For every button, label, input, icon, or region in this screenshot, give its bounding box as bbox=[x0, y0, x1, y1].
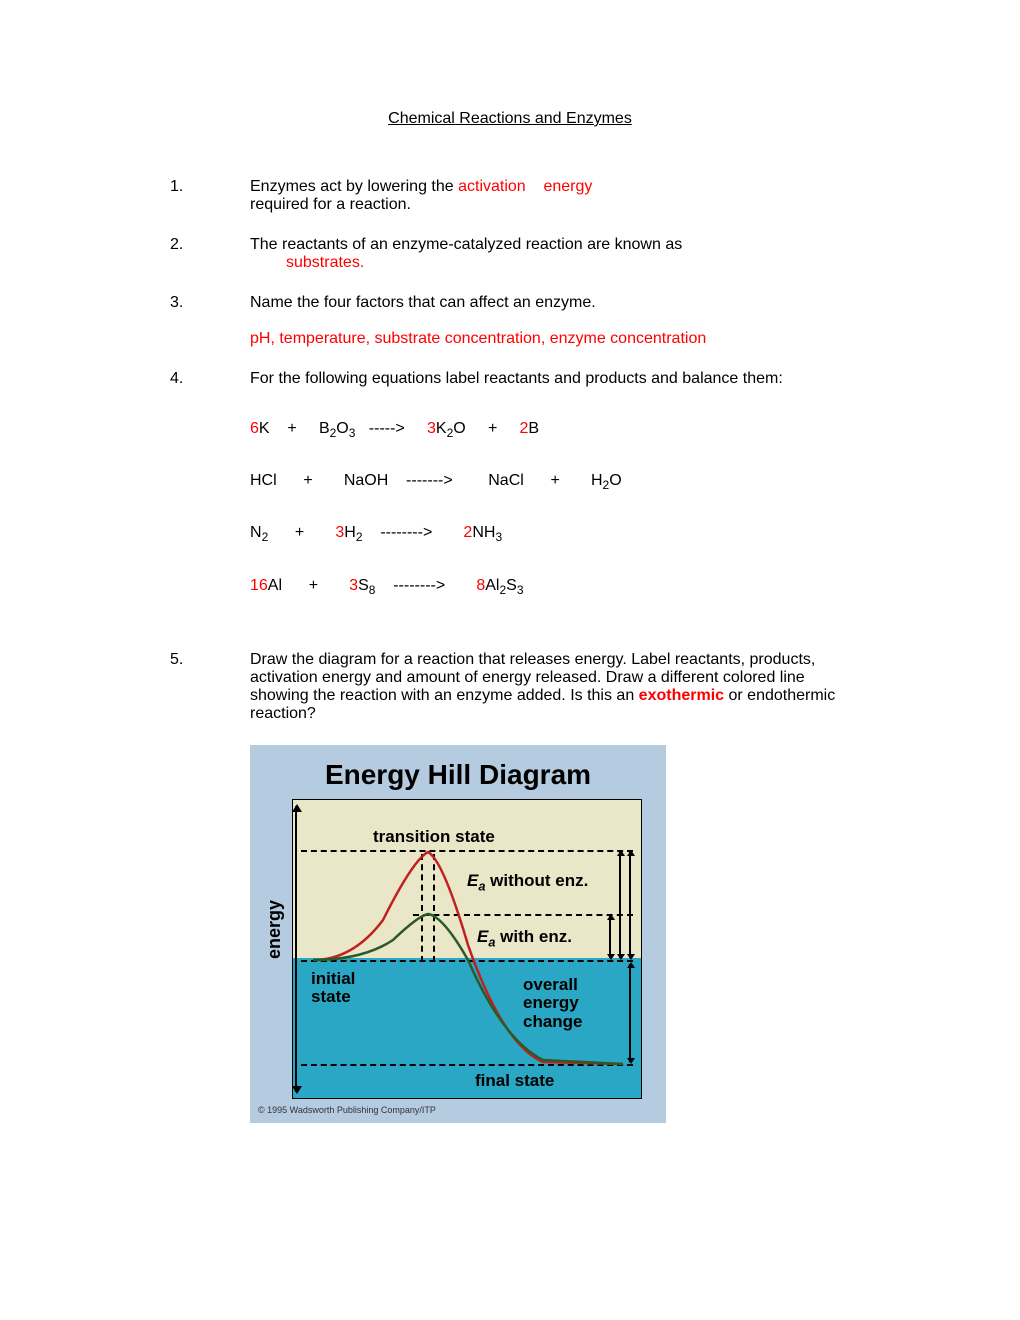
q3-number: 3. bbox=[170, 294, 250, 348]
eq4-t2: S bbox=[358, 577, 369, 594]
q2-answer: substrates. bbox=[250, 254, 364, 272]
eq3-t1s: 2 bbox=[262, 531, 269, 545]
q3-text: Name the four factors that can affect an… bbox=[250, 294, 596, 311]
equation-3: N2 + 3H2 --------> 2NH3 bbox=[250, 524, 850, 544]
arrow-ea-with bbox=[609, 916, 611, 958]
initial-2: state bbox=[311, 987, 351, 1006]
equation-2: HCl + NaOH -------> NaCl + H2O bbox=[250, 472, 850, 492]
question-5: 5. Draw the diagram for a reaction that … bbox=[170, 651, 850, 723]
eq1-t5: O bbox=[453, 420, 465, 437]
equation-1: 6K + B2O3 -----> 3K2O + 2B bbox=[250, 420, 850, 440]
question-2: 2. The reactants of an enzyme-catalyzed … bbox=[170, 236, 850, 272]
eq3-t3s: 3 bbox=[495, 531, 502, 545]
eq4-t3: Al bbox=[485, 577, 499, 594]
eq1-t3: O bbox=[336, 420, 348, 437]
diagram-ylabel: energy bbox=[264, 900, 285, 959]
eq2-t5: O bbox=[609, 472, 621, 489]
overall-1: overall bbox=[523, 975, 578, 994]
eq3-coef1: 3 bbox=[335, 524, 344, 541]
eq2-t4: H bbox=[591, 472, 603, 489]
document-page: Chemical Reactions and Enzymes 1. Enzyme… bbox=[0, 0, 1020, 1163]
arrow-overall bbox=[629, 964, 631, 1062]
eq4-coef2: 3 bbox=[349, 577, 358, 594]
ea-with-post: with enz. bbox=[495, 927, 572, 946]
arrow-ea-without bbox=[619, 852, 621, 958]
eq3-t2s: 2 bbox=[356, 531, 363, 545]
equation-4: 16Al + 3S8 --------> 8Al2S3 bbox=[250, 577, 850, 597]
eq2-arrow: -------> bbox=[406, 472, 453, 489]
q1-answer-2: energy bbox=[543, 178, 592, 195]
q2-body: The reactants of an enzyme-catalyzed rea… bbox=[250, 236, 850, 272]
q5-answer: exothermic bbox=[639, 687, 724, 704]
overall-2: energy bbox=[523, 993, 579, 1012]
eq2-t3: NaCl bbox=[488, 472, 524, 489]
diagram-copyright: © 1995 Wadsworth Publishing Company/ITP bbox=[258, 1105, 658, 1115]
eq4-t1: Al bbox=[268, 577, 282, 594]
q5-number: 5. bbox=[170, 651, 250, 723]
eq2-t2: NaOH bbox=[344, 472, 388, 489]
q1-pre: Enzymes act by lowering the bbox=[250, 178, 458, 195]
ea-without-pre: E bbox=[467, 871, 478, 890]
eq1-coef1: 6 bbox=[250, 420, 259, 437]
page-title: Chemical Reactions and Enzymes bbox=[170, 110, 850, 128]
eq4-t4s: 3 bbox=[517, 583, 524, 597]
q4-text: For the following equations label reacta… bbox=[250, 370, 783, 387]
label-ea-with: Ea with enz. bbox=[477, 928, 572, 949]
eq2-t1: HCl bbox=[250, 472, 277, 489]
q3-body: Name the four factors that can affect an… bbox=[250, 294, 850, 348]
eq4-coef1: 16 bbox=[250, 577, 268, 594]
diagram-ylabel-wrap: energy bbox=[258, 799, 292, 1099]
eq3-coef2: 2 bbox=[463, 524, 472, 541]
question-1: 1. Enzymes act by lowering the activatio… bbox=[170, 178, 850, 214]
eq4-arrow: --------> bbox=[393, 577, 445, 594]
diagram-plot: transition state Ea without enz. Ea with… bbox=[292, 799, 642, 1099]
eq1-t4: K bbox=[436, 420, 447, 437]
q1-answer-1: activation bbox=[458, 178, 526, 195]
label-final: final state bbox=[475, 1072, 554, 1091]
ea-with-pre: E bbox=[477, 927, 488, 946]
q4-number: 4. bbox=[170, 370, 250, 629]
eq1-arrow: -----> bbox=[369, 420, 405, 437]
q5-body: Draw the diagram for a reaction that rel… bbox=[250, 651, 850, 723]
eq4-t2s: 8 bbox=[369, 583, 376, 597]
eq4-t4: S bbox=[506, 577, 517, 594]
label-transition: transition state bbox=[373, 828, 495, 847]
question-4: 4. For the following equations label rea… bbox=[170, 370, 850, 629]
q1-post: required for a reaction. bbox=[250, 196, 411, 213]
initial-1: initial bbox=[311, 969, 355, 988]
q2-number: 2. bbox=[170, 236, 250, 272]
eq1-t2: B bbox=[319, 420, 330, 437]
eq3-t1: N bbox=[250, 524, 262, 541]
eq4-coef3: 8 bbox=[476, 577, 485, 594]
q1-number: 1. bbox=[170, 178, 250, 214]
eq3-t2: H bbox=[344, 524, 356, 541]
eq1-coef3: 3 bbox=[427, 420, 436, 437]
question-3: 3. Name the four factors that can affect… bbox=[170, 294, 850, 348]
diagram-plot-wrap: energy transition state bbox=[258, 799, 658, 1099]
label-initial: initial state bbox=[311, 970, 355, 1007]
label-ea-without: Ea without enz. bbox=[467, 872, 588, 893]
eq1-t1: K bbox=[259, 420, 270, 437]
arrow-ea-without-2 bbox=[629, 852, 631, 958]
label-overall: overall energy change bbox=[523, 976, 583, 1032]
diagram-title: Energy Hill Diagram bbox=[258, 759, 658, 791]
eq1-t3s: 3 bbox=[349, 426, 356, 440]
eq3-arrow: --------> bbox=[380, 524, 432, 541]
q1-body: Enzymes act by lowering the activation e… bbox=[250, 178, 850, 214]
eq3-t3: NH bbox=[472, 524, 495, 541]
q2-text: The reactants of an enzyme-catalyzed rea… bbox=[250, 236, 682, 253]
q3-answer: pH, temperature, substrate concentration… bbox=[250, 330, 706, 347]
q4-body: For the following equations label reacta… bbox=[250, 370, 850, 629]
energy-hill-diagram: Energy Hill Diagram energy bbox=[250, 745, 666, 1123]
eq1-t6: B bbox=[528, 420, 539, 437]
overall-3: change bbox=[523, 1012, 583, 1031]
ea-without-post: without enz. bbox=[485, 871, 588, 890]
